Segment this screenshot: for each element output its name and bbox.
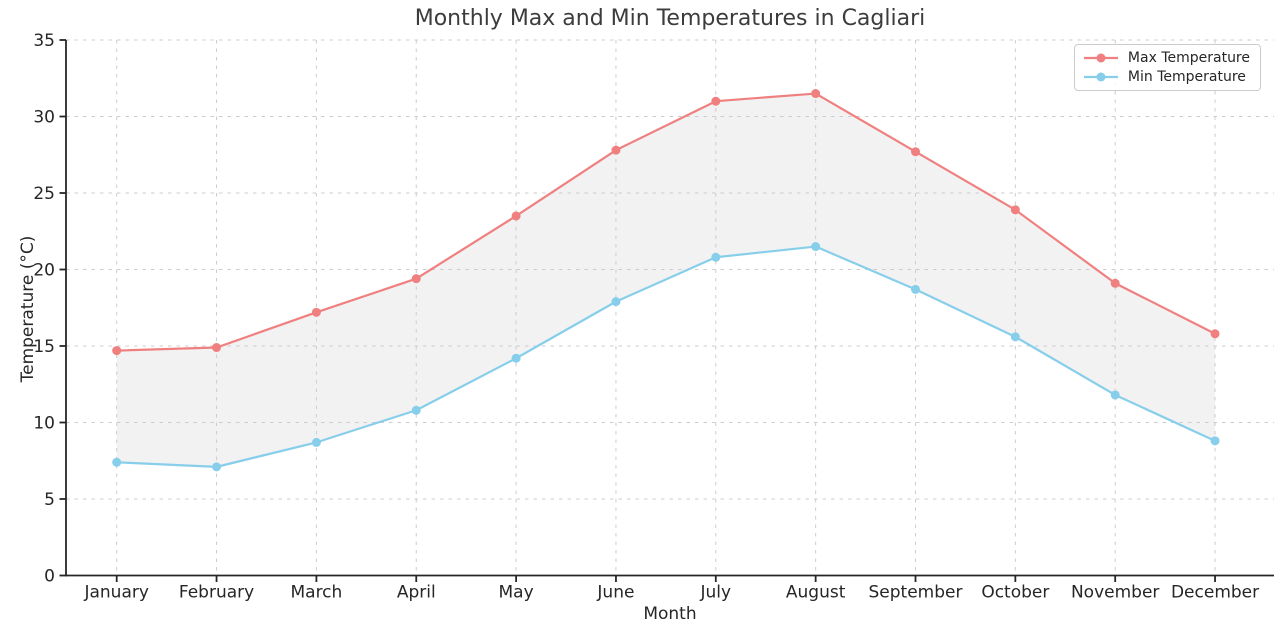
max-marker-may: [511, 211, 521, 221]
x-tick-label: March: [290, 583, 342, 603]
min-marker-may: [511, 353, 521, 363]
x-tick-label: May: [499, 583, 534, 603]
legend-label-max: Max Temperature: [1127, 50, 1250, 66]
y-tick-label: 20: [33, 261, 55, 281]
legend-item-min: Min Temperature: [1082, 69, 1250, 85]
max-line-sample: [1083, 53, 1118, 63]
max-marker-march: [311, 307, 321, 317]
min-marker-january: [112, 457, 122, 467]
max-marker-february: [212, 343, 222, 353]
x-tick-label: October: [981, 583, 1049, 603]
y-tick-label: 15: [33, 337, 55, 357]
x-tick-label: September: [869, 583, 963, 603]
max-marker-june: [611, 145, 621, 155]
min-marker-july: [711, 252, 721, 262]
y-tick-label: 0: [44, 567, 55, 587]
max-sample-marker-icon: [1096, 53, 1106, 63]
y-tick-label: 25: [33, 184, 55, 204]
legend: Max Temperature Min Temperature: [1073, 44, 1261, 91]
y-tick-label: 10: [33, 414, 55, 434]
x-tick-label: January: [83, 583, 148, 603]
fill-between-region: [116, 93, 1216, 467]
min-line-sample: [1083, 72, 1118, 82]
min-marker-august: [811, 242, 821, 252]
x-tick-label: December: [1171, 583, 1259, 603]
x-tick-label: February: [179, 583, 254, 603]
x-tick-label: July: [700, 583, 732, 603]
x-tick-label: November: [1071, 583, 1159, 603]
max-marker-december: [1210, 329, 1220, 339]
min-marker-june: [611, 297, 621, 307]
max-marker-january: [112, 346, 122, 356]
max-marker-april: [411, 274, 421, 284]
min-marker-september: [911, 284, 920, 294]
min-marker-october: [1010, 332, 1020, 342]
max-marker-september: [911, 147, 920, 157]
y-tick-label: 5: [44, 490, 55, 510]
legend-label-min: Min Temperature: [1127, 69, 1246, 85]
x-axis-label: Month: [643, 604, 697, 624]
chart-title: Monthly Max and Min Temperatures in Cagl…: [414, 6, 926, 31]
min-sample-marker-icon: [1096, 72, 1106, 82]
max-temperature-line: [115, 92, 1217, 352]
max-marker-october: [1010, 205, 1020, 215]
min-marker-april: [411, 405, 421, 415]
min-marker-march: [311, 437, 321, 447]
max-marker-august: [811, 89, 821, 99]
min-marker-november: [1110, 390, 1120, 400]
x-tick-label: June: [596, 583, 634, 603]
max-marker-november: [1110, 278, 1120, 288]
legend-item-max: Max Temperature: [1082, 50, 1250, 66]
max-marker-july: [711, 96, 721, 106]
min-temperature-line: [115, 245, 1217, 468]
min-marker-february: [212, 462, 222, 472]
y-axis-label: Temperature (°C): [18, 235, 38, 383]
y-tick-label: 30: [33, 108, 55, 128]
y-tick-label: 35: [33, 31, 55, 51]
x-tick-label: April: [397, 583, 436, 603]
x-tick-label: August: [786, 583, 846, 603]
min-marker-december: [1210, 436, 1220, 446]
